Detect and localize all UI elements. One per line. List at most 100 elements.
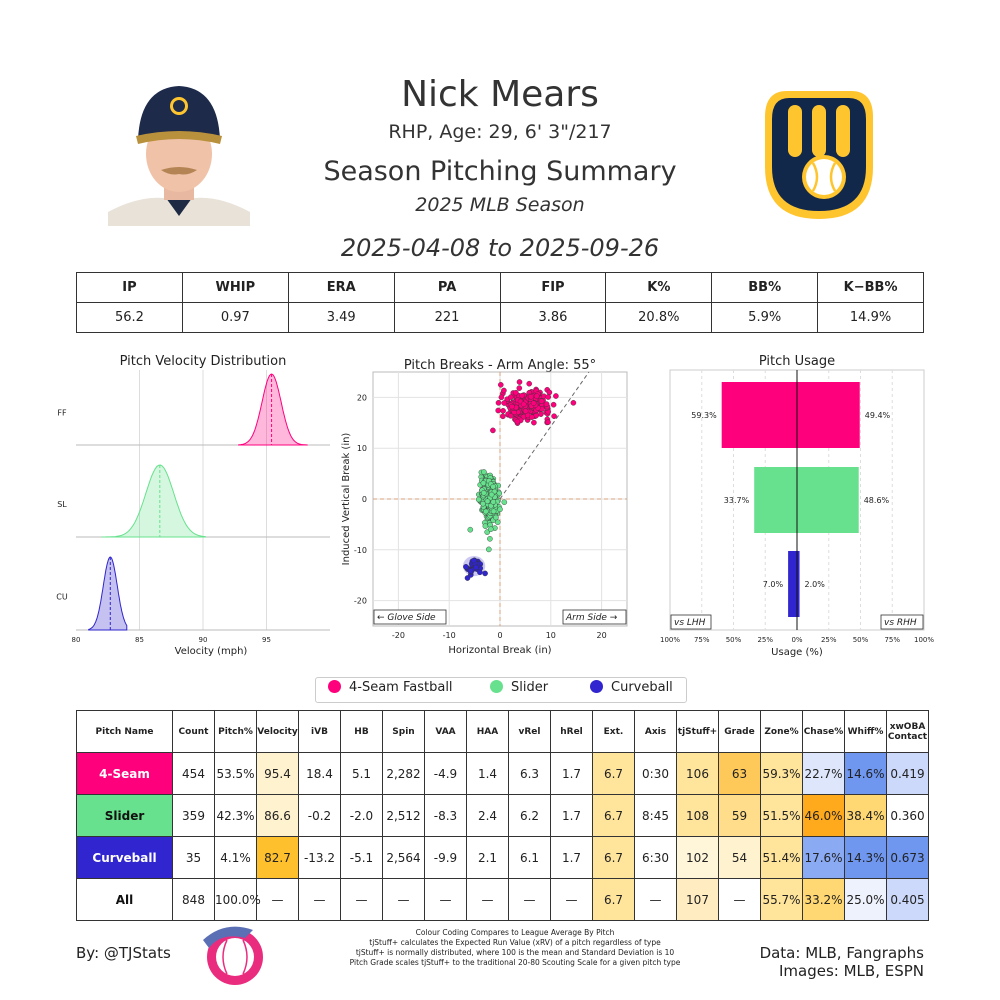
pitch-table-header-cell: HB xyxy=(340,710,383,753)
usage-x-tick: 100% xyxy=(914,636,934,644)
pitch-usage-chart: Pitch Usage 59.3% 49.4% 33.7% 48.6% 7.0% 2.0% 1… xyxy=(660,354,934,658)
break-point xyxy=(514,418,521,425)
break-y-tick: 20 xyxy=(357,393,367,402)
pitch-metric-cell: -8.3 xyxy=(424,794,467,837)
velocity-density-cu xyxy=(88,556,128,631)
break-point xyxy=(490,499,497,505)
footnote: Colour Coding Compares to League Average… xyxy=(300,928,730,968)
legend-item: Curveball xyxy=(590,680,673,695)
pitch-metric-cell: 46.0% xyxy=(802,794,845,837)
summary-value: 3.86 xyxy=(499,302,607,333)
summary-header: K% xyxy=(605,272,713,303)
pitch-metric-cell: 63 xyxy=(718,752,761,795)
break-point xyxy=(485,546,492,553)
break-point xyxy=(490,508,497,515)
summary-value: 20.8% xyxy=(605,302,713,333)
footnote-line: tjStuff+ calculates the Expected Run Val… xyxy=(369,938,661,947)
pitch-break-chart: Pitch Breaks - Arm Angle: 55° -20 -10 0 10 20… xyxy=(341,358,628,656)
player-bio: RHP, Age: 29, 6' 3"/217 xyxy=(388,121,612,143)
usage-bar-rhh xyxy=(797,551,800,617)
pitch-metric-cell: 51.5% xyxy=(760,794,803,837)
legend-label: 4-Seam Fastball xyxy=(349,680,453,695)
pitch-metric-cell: — xyxy=(508,878,551,921)
arm-angle-line xyxy=(499,371,590,500)
velocity-tick-label: 90 xyxy=(199,636,208,644)
usage-label-lhh: 7.0% xyxy=(763,580,784,589)
break-point xyxy=(507,394,514,400)
summary-header: FIP xyxy=(499,272,607,303)
tjstats-logo xyxy=(203,926,263,985)
pitch-metric-cell: -9.9 xyxy=(424,836,467,879)
break-x-tick: 10 xyxy=(546,631,556,640)
break-x-tick: -20 xyxy=(392,631,405,640)
break-point xyxy=(533,393,540,399)
break-x-label: Horizontal Break (in) xyxy=(448,645,551,656)
pitch-table-header-cell: Spin xyxy=(382,710,425,753)
arm-side-label: Arm Side → xyxy=(565,613,618,623)
break-y-tick: 10 xyxy=(357,444,367,453)
break-y-label: Induced Vertical Break (in) xyxy=(341,433,352,566)
break-point xyxy=(507,413,514,419)
pitch-metric-cell: 359 xyxy=(172,794,215,837)
pitch-metric-cell: 1.4 xyxy=(466,752,509,795)
break-point xyxy=(522,408,529,415)
break-point xyxy=(471,557,477,564)
break-point xyxy=(509,403,515,410)
break-point xyxy=(500,413,506,420)
pitch-metric-cell: 53.5% xyxy=(214,752,257,795)
pitch-metric-cell: 454 xyxy=(172,752,215,795)
pitch-metric-cell: 0.419 xyxy=(886,752,929,795)
pitch-metric-cell: 35 xyxy=(172,836,215,879)
break-point xyxy=(484,498,491,505)
usage-label-lhh: 33.7% xyxy=(724,496,750,505)
pitch-metric-cell: -2.0 xyxy=(340,794,383,837)
break-point xyxy=(495,400,502,406)
velocity-x-label: Velocity (mph) xyxy=(175,646,248,657)
break-point xyxy=(528,414,535,420)
velocity-row-label: FF xyxy=(57,409,67,418)
pitch-metric-cell: -5.1 xyxy=(340,836,383,879)
team-logo xyxy=(765,91,873,219)
break-point xyxy=(493,514,499,521)
usage-x-tick: 100% xyxy=(660,636,680,644)
summary-header: WHIP xyxy=(181,272,289,303)
pitch-table-header: Pitch Name Count Pitch% Velocity iVB HB Spin VA… xyxy=(76,710,929,753)
break-point xyxy=(498,394,505,401)
break-point xyxy=(481,469,487,475)
table-row: 4-Seam 454 53.5% 95.4 18.4 5.1 2,282 -4.9 1.4 6.3… xyxy=(76,752,929,795)
velocity-density-sl xyxy=(101,464,207,538)
break-x-tick: -10 xyxy=(443,631,456,640)
break-point xyxy=(482,508,489,515)
pitch-table-header-cell: Ext. xyxy=(592,710,635,753)
break-point xyxy=(482,523,489,529)
velocity-tick-label: 95 xyxy=(262,636,271,644)
usage-bar-rhh xyxy=(797,467,859,533)
usage-label-rhh: 2.0% xyxy=(805,580,826,589)
break-point xyxy=(546,389,553,396)
break-x-tick: 0 xyxy=(497,631,502,640)
pitch-metric-cell: 17.6% xyxy=(802,836,845,879)
break-point xyxy=(545,419,551,425)
glove-side-box xyxy=(373,609,447,625)
pitch-metric-cell: -13.2 xyxy=(298,836,341,879)
summary-stats-table: IP WHIP ERA PA FIP K% BB% K−BB% 56.2 0.9… xyxy=(76,272,924,333)
break-point xyxy=(520,401,527,408)
pitch-metric-cell: — xyxy=(340,878,383,921)
pitch-metric-cell: 42.3% xyxy=(214,794,257,837)
pitch-metrics-table: Pitch Name Count Pitch% Velocity iVB HB Spin VA… xyxy=(76,710,929,921)
usage-x-tick: 75% xyxy=(694,636,710,644)
table-row: All 848 100.0% — — — — — — — —6.7—107—55.7% 33.2% 25… xyxy=(76,878,929,921)
pitch-metric-cell: 2.4 xyxy=(466,794,509,837)
legend-label: Curveball xyxy=(611,680,673,695)
velocity-density-ff xyxy=(237,373,308,446)
pitch-name-cell: All xyxy=(76,878,173,921)
legend-label: Slider xyxy=(511,680,549,695)
pitch-metric-cell: 1.7 xyxy=(550,752,593,795)
pitch-table-header-cell: Pitch Name xyxy=(76,710,173,753)
break-x-tick: 20 xyxy=(597,631,607,640)
summary-header: K−BB% xyxy=(817,272,924,303)
pitch-table-header-cell: HAA xyxy=(466,710,509,753)
break-point xyxy=(538,411,544,417)
break-point xyxy=(487,535,493,542)
pitch-name-cell: Curveball xyxy=(76,836,173,879)
